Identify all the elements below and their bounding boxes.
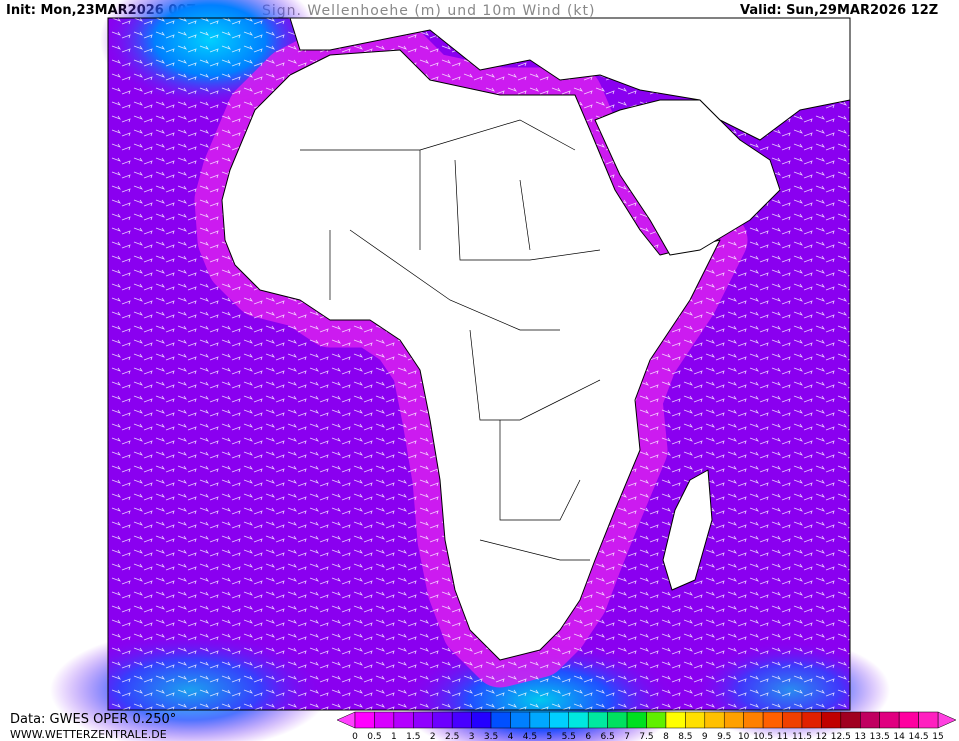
colorbar-label: 12.5 xyxy=(831,732,851,741)
colorbar-label: 5.5 xyxy=(562,732,576,741)
colorbar-label: 15 xyxy=(932,732,943,741)
colorbar-swatch xyxy=(704,711,725,729)
colorbar-swatch xyxy=(587,711,608,729)
colorbar-swatch xyxy=(451,711,472,729)
colorbar-swatch xyxy=(510,711,531,729)
colorbar-swatch xyxy=(898,711,919,729)
colorbar-swatch xyxy=(801,711,822,729)
colorbar-label: 8.5 xyxy=(678,732,692,741)
colorbar-swatch xyxy=(685,711,706,729)
colorbar-swatch xyxy=(471,711,492,729)
colorbar-swatch xyxy=(393,711,414,729)
colorbar-label: 7.5 xyxy=(639,732,653,741)
colorbar-swatch xyxy=(918,711,939,729)
site-label: WWW.WETTERZENTRALE.DE xyxy=(10,728,167,741)
colorbar-label: 2.5 xyxy=(445,732,459,741)
colorbar-label: 11.5 xyxy=(792,732,812,741)
colorbar-label: 6.5 xyxy=(600,732,614,741)
colorbar-label: 10 xyxy=(738,732,750,741)
colorbar-swatch xyxy=(665,711,686,729)
colorbar-swatch xyxy=(743,711,764,729)
colorbar-label: 0.5 xyxy=(367,732,381,741)
colorbar-swatch xyxy=(762,711,783,729)
colorbar-label: 13.5 xyxy=(870,732,890,741)
colorbar-label: 10.5 xyxy=(753,732,773,741)
colorbar-swatch xyxy=(879,711,900,729)
colorbar-label: 4.5 xyxy=(523,732,537,741)
colorbar-swatch xyxy=(646,711,667,729)
colorbar-label: 9.5 xyxy=(717,732,731,741)
valid-label: Valid: Sun,29MAR2026 12Z xyxy=(740,3,938,18)
colorbar: 0 0.5 1 1.5 2 2.5 3 3.5 4 4.5 5 5.5 6 6.5 7 7.5 8 8.5 9 9.5… xyxy=(336,711,957,741)
colorbar-swatch xyxy=(723,711,744,729)
colorbar-swatch xyxy=(490,711,511,729)
data-source: Data: GWES OPER 0.250° xyxy=(10,712,176,727)
colorbar-swatch xyxy=(374,711,395,729)
colorbar-swatch xyxy=(432,711,453,729)
colorbar-swatch xyxy=(413,711,433,729)
colorbar-label: 5 xyxy=(546,732,552,741)
colorbar-swatch xyxy=(860,711,880,729)
colorbar-label: 13 xyxy=(855,732,866,741)
map xyxy=(50,0,890,741)
colorbar-label: 4 xyxy=(508,732,514,741)
colorbar-label: 6 xyxy=(585,732,591,741)
colorbar-label: 9 xyxy=(702,732,708,741)
colorbar-label: 8 xyxy=(663,732,669,741)
title: Sign. Wellenhoehe (m) und 10m Wind (kt) xyxy=(262,3,595,19)
colorbar-label: 7 xyxy=(624,732,630,741)
colorbar-over xyxy=(937,711,957,729)
colorbar-swatch xyxy=(549,711,570,729)
colorbar-label: 0 xyxy=(352,732,358,741)
colorbar-label: 1.5 xyxy=(406,732,420,741)
colorbar-label: 12 xyxy=(816,732,827,741)
colorbar-label: 1 xyxy=(391,732,397,741)
colorbar-under xyxy=(336,711,356,729)
colorbar-swatch xyxy=(840,711,861,729)
colorbar-label: 11 xyxy=(777,732,788,741)
colorbar-label: 14.5 xyxy=(909,732,929,741)
colorbar-label: 3.5 xyxy=(484,732,498,741)
colorbar-swatch xyxy=(626,711,647,729)
colorbar-label: 14 xyxy=(893,732,905,741)
colorbar-swatch xyxy=(607,711,628,729)
colorbar-label: 2 xyxy=(430,732,436,741)
colorbar-swatch xyxy=(568,711,589,729)
colorbar-label: 3 xyxy=(469,732,475,741)
colorbar-swatch xyxy=(821,711,842,729)
colorbar-swatch xyxy=(529,711,550,729)
colorbar-swatch xyxy=(354,711,375,729)
colorbar-swatch xyxy=(782,711,803,729)
